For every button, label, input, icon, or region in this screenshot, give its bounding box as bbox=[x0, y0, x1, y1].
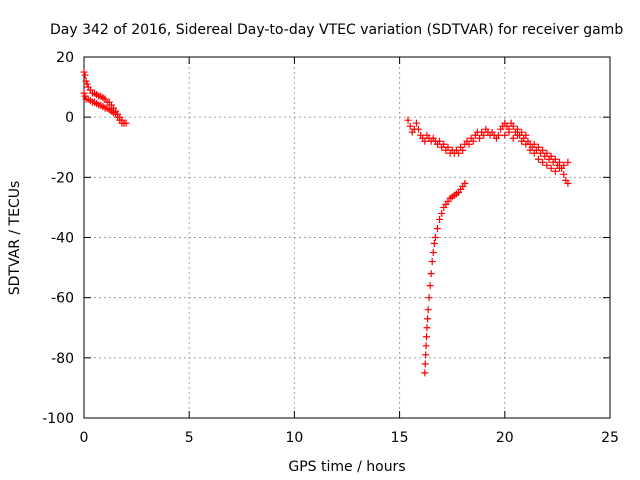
data-point bbox=[518, 128, 526, 136]
data-point bbox=[404, 116, 412, 124]
x-axis-label: GPS time / hours bbox=[288, 459, 405, 475]
data-point bbox=[518, 137, 526, 145]
data-point bbox=[444, 143, 452, 151]
data-point bbox=[543, 149, 551, 157]
data-point bbox=[556, 164, 564, 172]
data-point bbox=[406, 122, 414, 130]
data-point bbox=[429, 249, 437, 257]
data-point bbox=[522, 131, 530, 139]
data-point bbox=[423, 324, 431, 332]
data-point bbox=[82, 77, 90, 85]
data-point bbox=[421, 360, 429, 368]
data-point bbox=[455, 149, 463, 157]
data-point bbox=[469, 137, 477, 145]
data-point bbox=[438, 209, 446, 217]
data-point bbox=[526, 146, 534, 154]
plot-border bbox=[83, 56, 611, 419]
data-point bbox=[501, 131, 509, 139]
data-point bbox=[80, 89, 88, 97]
data-point bbox=[534, 155, 542, 163]
data-point bbox=[427, 270, 435, 278]
x-tick-label: 15 bbox=[391, 430, 409, 446]
data-point bbox=[560, 161, 568, 169]
y-axis-ticks: -100 -80 -60 -40 -20 0 20 bbox=[42, 50, 610, 427]
data-point bbox=[426, 282, 434, 290]
data-point bbox=[415, 125, 423, 133]
data-point bbox=[120, 119, 128, 127]
data-point bbox=[539, 158, 547, 166]
data-point bbox=[436, 137, 444, 145]
x-axis-ticks: 0 5 10 15 20 25 bbox=[80, 57, 619, 446]
data-point bbox=[509, 122, 517, 130]
data-point bbox=[422, 351, 430, 359]
data-point bbox=[539, 146, 547, 154]
data-point bbox=[428, 258, 436, 266]
data-point bbox=[412, 119, 420, 127]
series-rising-arc bbox=[421, 179, 469, 377]
data-point bbox=[530, 140, 538, 148]
data-point bbox=[480, 131, 488, 139]
data-point bbox=[513, 125, 521, 133]
data-point bbox=[476, 134, 484, 142]
data-point bbox=[431, 234, 439, 241]
y-tick-label: 20 bbox=[56, 50, 74, 66]
data-point bbox=[522, 140, 530, 148]
data-point bbox=[421, 137, 429, 145]
x-tick-label: 0 bbox=[80, 430, 89, 446]
data-point bbox=[509, 134, 517, 142]
data-point bbox=[424, 315, 432, 323]
x-tick-label: 25 bbox=[601, 430, 619, 446]
data-point bbox=[547, 152, 555, 160]
data-point bbox=[494, 131, 502, 139]
data-point bbox=[81, 71, 89, 79]
data-point bbox=[564, 179, 572, 187]
y-tick-label: -60 bbox=[51, 291, 74, 307]
grid-lines bbox=[84, 57, 610, 418]
data-point bbox=[513, 131, 521, 139]
data-point bbox=[424, 306, 432, 314]
data-points bbox=[80, 68, 572, 377]
y-tick-label: -40 bbox=[51, 231, 74, 247]
data-point bbox=[543, 161, 551, 169]
series-evening-arc-lower bbox=[501, 128, 572, 175]
y-tick-label: -80 bbox=[51, 351, 74, 367]
y-tick-label: 0 bbox=[65, 110, 74, 126]
y-tick-label: -20 bbox=[51, 170, 74, 186]
data-point bbox=[422, 342, 430, 350]
data-point bbox=[465, 140, 473, 148]
data-point bbox=[505, 128, 513, 136]
data-point bbox=[81, 92, 89, 100]
x-tick-label: 20 bbox=[496, 430, 514, 446]
data-point bbox=[530, 149, 538, 157]
x-tick-label: 5 bbox=[185, 430, 194, 446]
data-point bbox=[80, 68, 88, 76]
series-evening-arc bbox=[404, 116, 572, 187]
data-point bbox=[459, 146, 467, 154]
data-point bbox=[564, 158, 572, 166]
data-point bbox=[560, 170, 568, 178]
data-point bbox=[430, 240, 438, 248]
data-point bbox=[461, 179, 469, 187]
y-axis-label: SDTVAR / TECUs bbox=[7, 181, 23, 296]
data-point bbox=[547, 164, 555, 172]
data-point bbox=[534, 143, 542, 151]
data-point bbox=[436, 215, 444, 223]
data-point bbox=[421, 369, 429, 377]
data-point bbox=[556, 158, 564, 166]
data-point bbox=[433, 224, 441, 232]
x-tick-label: 10 bbox=[285, 430, 303, 446]
data-point bbox=[551, 167, 559, 175]
chart-title: Day 342 of 2016, Sidereal Day-to-day VTE… bbox=[50, 22, 623, 38]
data-point bbox=[423, 333, 431, 341]
series-early-arc-lower bbox=[80, 89, 128, 127]
data-point bbox=[440, 140, 448, 148]
data-point bbox=[551, 155, 559, 163]
data-point bbox=[83, 80, 91, 88]
y-tick-label: -100 bbox=[42, 411, 74, 427]
data-point bbox=[425, 294, 433, 302]
